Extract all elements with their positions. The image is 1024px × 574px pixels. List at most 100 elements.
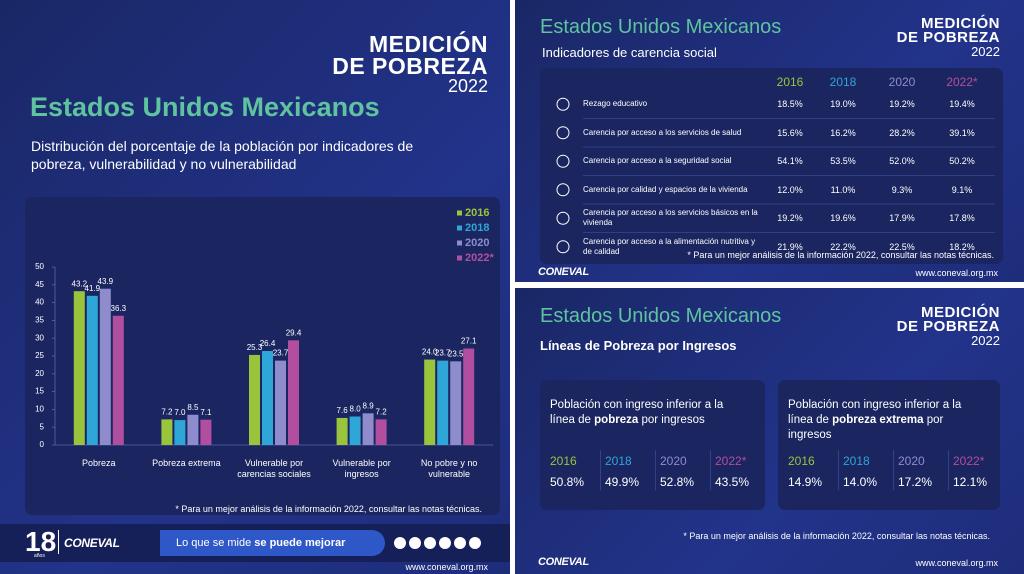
value-label: 8.5: [187, 403, 199, 412]
bar: [249, 354, 260, 445]
logo-line: DE POBREZA: [896, 29, 1000, 47]
legend-label: 2020: [465, 237, 489, 249]
region-title: Estados Unidos Mexicanos: [540, 16, 782, 38]
chart-panel: MEDICIÓN DE POBREZA 2022 Estados Unidos …: [0, 0, 510, 574]
cell-value: 22.5%: [889, 241, 915, 252]
bar: [73, 291, 85, 445]
logo-line: DE POBREZA: [332, 52, 488, 79]
cell-value: 18.2%: [949, 241, 975, 252]
cell-value: 19.4%: [949, 99, 975, 110]
cell-value: 50.2%: [949, 156, 975, 167]
y-tick-label: 30: [35, 333, 44, 342]
cell-value: 9.1%: [951, 184, 973, 195]
row-icon: [556, 97, 570, 111]
year-header: 2020: [898, 454, 925, 468]
slogan-pill: [160, 530, 385, 556]
y-tick-label: 20: [35, 369, 44, 378]
y-tick-label: 25: [35, 351, 44, 360]
cell-value: 52.0%: [889, 156, 915, 167]
card-text-bold: pobreza: [594, 414, 639, 426]
x-tick-label: Pobreza extrema: [152, 458, 221, 468]
social-icon[interactable]: [439, 537, 451, 549]
card-text: Población con ingreso inferior a la líne…: [550, 398, 750, 428]
bar: [450, 361, 462, 445]
website[interactable]: www.coneval.org.mx: [915, 268, 998, 278]
website[interactable]: www.coneval.org.mx: [405, 562, 488, 572]
card-divider: [838, 450, 839, 490]
bar: [275, 360, 286, 445]
card-divider: [600, 450, 601, 490]
bar: [200, 419, 212, 445]
y-tick-label: 15: [35, 387, 44, 396]
logo-line: MEDICIÓN: [921, 15, 1000, 32]
cell-value: 19.0%: [830, 99, 856, 110]
value-label: 41.9: [85, 284, 101, 293]
x-labels: Pobreza Pobreza extrema Vulnerable por car…: [25, 458, 500, 498]
cell-value: 21.9%: [777, 241, 803, 252]
year-header: 2018: [843, 454, 870, 468]
cell-value: 19.2%: [777, 213, 803, 224]
card-divider: [948, 450, 949, 490]
card-value: 17.2%: [898, 475, 933, 489]
website[interactable]: www.coneval.org.mx: [915, 558, 998, 568]
year-header: 2016: [550, 454, 577, 468]
card: Población con ingreso inferior a la líne…: [778, 380, 1000, 510]
y-tick-label: 40: [35, 298, 44, 307]
year-header: 2018: [829, 75, 857, 89]
slogan: Lo que se mide se puede mejorar: [176, 537, 345, 549]
region-title: Estados Unidos Mexicanos: [540, 305, 782, 327]
logo: MEDICIÓN DE POBREZA 2022: [896, 15, 1000, 58]
cell-value: 18.5%: [777, 99, 803, 110]
card-value: 43.5%: [715, 475, 750, 489]
bar: [112, 315, 124, 445]
card-value: 12.1%: [953, 475, 988, 489]
social-icon[interactable]: [424, 537, 436, 549]
y-tick-label: 35: [35, 316, 44, 325]
y-tick-label: 45: [35, 280, 44, 289]
region-title: Estados Unidos Mexicanos: [30, 92, 380, 122]
legend-label: 2018: [465, 222, 489, 234]
value-label: 23.5: [448, 349, 464, 358]
cell-value: 22.2%: [830, 241, 856, 252]
year-header: 2022*: [953, 454, 985, 468]
x-tick-label: Pobreza: [82, 458, 116, 468]
logo-line: MEDICIÓN: [369, 31, 488, 57]
year-header: 2016: [788, 454, 815, 468]
cell-value: 39.1%: [949, 127, 975, 138]
social-icon[interactable]: [454, 537, 466, 549]
cell-value: 9.3%: [891, 184, 913, 195]
footnote: * Para un mejor análisis de la informaci…: [175, 504, 482, 514]
bar: [437, 360, 449, 445]
social-icon[interactable]: [469, 537, 481, 549]
bar: [187, 414, 199, 445]
footnote: * Para un mejor análisis de la informaci…: [687, 250, 994, 260]
social-icon[interactable]: [409, 537, 421, 549]
logo: MEDICIÓN DE POBREZA 2022: [897, 305, 1000, 347]
x-tick-label: Vulnerable por carencias sociales: [237, 458, 311, 479]
year-header: 2018: [605, 454, 632, 468]
bar: [336, 417, 348, 445]
bar: [349, 416, 361, 445]
row-label: Rezago educativo: [583, 99, 648, 109]
row-label: Carencia por acceso a los servicios de s…: [583, 127, 742, 137]
social-icon[interactable]: [394, 537, 406, 549]
legend-swatch: [457, 210, 462, 216]
legend-label: 2022*: [465, 252, 494, 264]
value-label: 43.9: [98, 277, 114, 286]
y-tick-label: 0: [40, 440, 45, 449]
bar: [424, 359, 436, 445]
bar: [174, 420, 186, 445]
legend-swatch: [457, 225, 462, 231]
value-label: 7.2: [161, 407, 173, 416]
year-header: 2022*: [715, 454, 747, 468]
card-value: 52.8%: [660, 475, 695, 489]
row-icon: [556, 240, 570, 254]
anniversary-word: años: [34, 553, 45, 559]
value-label: 7.1: [200, 408, 212, 417]
value-label: 27.1: [461, 337, 477, 346]
cell-value: 53.5%: [830, 156, 856, 167]
card-divider: [710, 450, 711, 490]
row-label: Carencia por acceso a la alimentación nu…: [583, 236, 756, 256]
value-label: 24.0: [422, 348, 438, 357]
bar: [463, 348, 475, 445]
